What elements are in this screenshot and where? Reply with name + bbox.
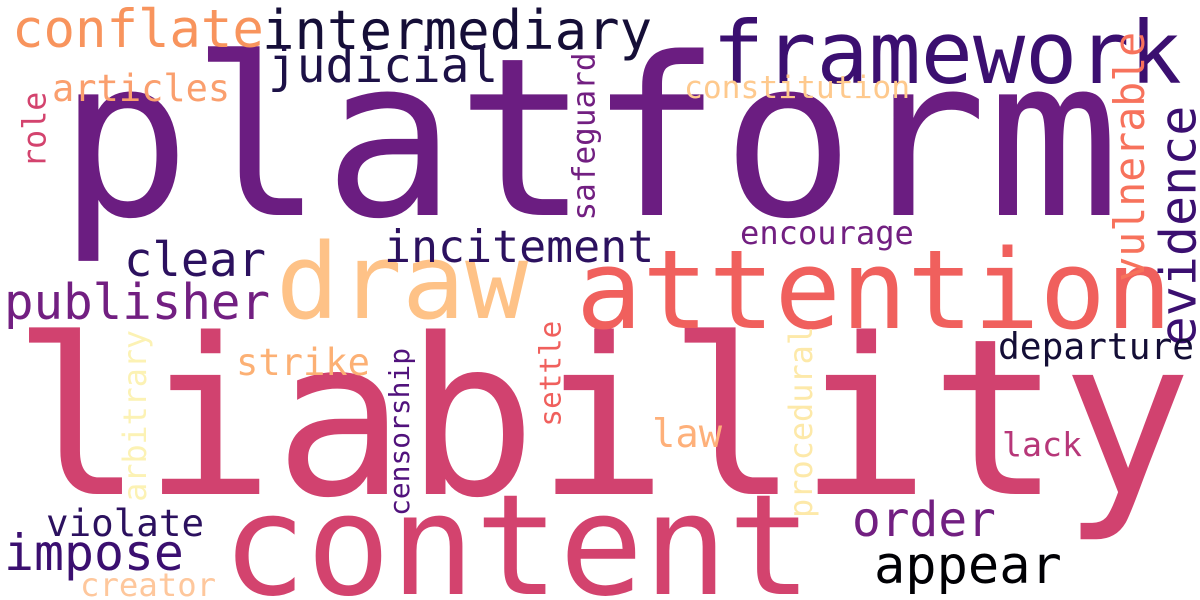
word-role: role — [17, 91, 54, 168]
word-violate: violate — [46, 501, 205, 545]
word-judicial: judicial — [268, 39, 499, 94]
word-order: order — [852, 493, 996, 548]
word-evidence: evidence — [1148, 105, 1200, 347]
word-articles: articles — [52, 66, 231, 110]
word-vulnerable: vulnerable — [1105, 31, 1155, 282]
word-clear: clear — [124, 232, 267, 288]
word-attention: attention — [576, 226, 1173, 354]
word-censorship: censorship — [383, 347, 417, 516]
word-constitution: constitution — [684, 69, 911, 106]
word-publisher: publisher — [4, 272, 271, 331]
word-law: law — [652, 411, 723, 457]
word-encourage: encourage — [740, 214, 914, 252]
word-strike: strike — [236, 340, 370, 384]
word-departure: departure — [998, 325, 1195, 368]
word-framework: framework — [712, 3, 1182, 104]
word-conflate: conflate — [12, 0, 264, 60]
word-impose: impose — [4, 524, 184, 582]
word-draw: draw — [276, 220, 529, 343]
word-liability: liability — [12, 293, 1193, 546]
word-safeguard: safeguard — [566, 52, 603, 220]
word-arbitrary: arbitrary — [118, 330, 154, 502]
word-procedural: procedural — [782, 325, 821, 518]
word-content: content — [222, 465, 813, 600]
word-settle: settle — [533, 320, 568, 427]
word-appear: appear — [874, 536, 1062, 596]
word-incitement: incitement — [384, 219, 655, 273]
word-platform: platform — [58, 10, 1121, 268]
word-lack: lack — [1002, 424, 1082, 464]
word-intermediary: intermediary — [262, 0, 653, 62]
word-creator: creator — [80, 566, 217, 600]
